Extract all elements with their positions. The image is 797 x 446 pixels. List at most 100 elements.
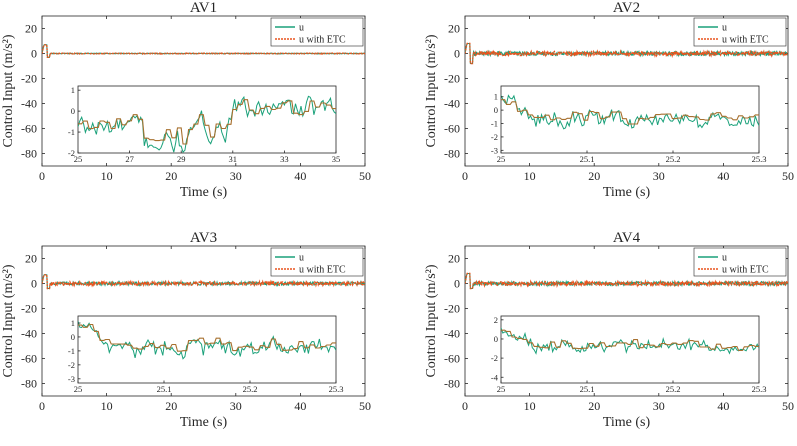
x-tick-label: 10 <box>101 399 113 413</box>
x-tick-label: 0 <box>39 169 45 183</box>
inset-y-tick-label: -2 <box>491 353 498 363</box>
inset-y-tick-label: 0 <box>494 105 498 115</box>
x-tick-label: 20 <box>165 399 177 413</box>
legend-label: u <box>722 253 727 264</box>
inset-frame <box>77 315 337 384</box>
legend-label: u with ETC <box>299 35 346 46</box>
x-axis-label: Time (s) <box>603 415 651 430</box>
plot-area-frame <box>464 245 789 397</box>
x-tick-label: 0 <box>462 169 468 183</box>
inset-x-tick-label: 25.1 <box>580 154 595 164</box>
y-tick-label: -60 <box>444 352 460 366</box>
inset-y-tick-label: -3 <box>68 374 75 384</box>
y-tick-label: 20 <box>448 22 460 36</box>
inset-y-tick-label: 1 <box>71 85 75 95</box>
y-tick-label: -80 <box>21 377 37 391</box>
legend-box <box>270 17 364 47</box>
legend: uu with ETC <box>693 247 787 277</box>
inset-x-tick-label: 25 <box>74 154 83 164</box>
inset-y-tick-label: 0 <box>71 106 75 116</box>
y-tick-label: -20 <box>444 72 460 86</box>
x-tick-label: 30 <box>230 399 242 413</box>
series-line-u-with-etc <box>42 274 365 290</box>
inset-y-tick-label: -4 <box>491 372 499 382</box>
series-line-u-with-etc <box>42 44 365 58</box>
inset-series-u <box>501 94 759 130</box>
chart-title: AV3 <box>190 230 217 246</box>
legend-label: u <box>299 23 304 34</box>
legend-box <box>693 247 787 277</box>
inset-x-tick-label: 25.3 <box>752 384 767 394</box>
inset-series-u-with-etc <box>501 99 759 125</box>
y-tick-label: -40 <box>444 97 460 111</box>
chart-title: AV2 <box>613 0 640 16</box>
inset-zoom: 25 25.1 25.2 25.3 1 0 -1 -2 -3 <box>68 315 343 394</box>
legend: uu with ETC <box>693 17 787 47</box>
legend-box <box>270 247 364 277</box>
y-tick-label: 0 <box>454 277 460 291</box>
series-line-u-with-etc <box>465 272 788 290</box>
x-tick-label: 50 <box>359 169 371 183</box>
x-tick-label: 20 <box>165 169 177 183</box>
x-tick-label: 40 <box>294 399 306 413</box>
inset-frame <box>500 85 760 154</box>
inset-x-tick-label: 33 <box>280 154 289 164</box>
x-tick-label: 0 <box>39 399 45 413</box>
y-tick-label: -40 <box>21 97 37 111</box>
y-tick-label: -20 <box>444 302 460 316</box>
legend-label: u with ETC <box>722 265 769 276</box>
inset-series-u <box>78 321 336 360</box>
inset-y-tick-label: -3 <box>491 145 498 155</box>
y-tick-label: 20 <box>25 22 37 36</box>
x-tick-label: 30 <box>653 399 665 413</box>
inset-series-u <box>501 327 759 355</box>
inset-y-tick-label: 2 <box>494 315 498 325</box>
inset-x-tick-label: 27 <box>125 154 134 164</box>
inset-zoom: 25 25.1 25.2 25.3 2 0 -2 -4 <box>491 315 767 394</box>
legend-label: u <box>722 23 727 34</box>
inset-y-tick-label: 0 <box>71 332 75 342</box>
chart-title: AV4 <box>613 230 641 246</box>
inset-y-tick-label: -1 <box>68 346 75 356</box>
inset-x-tick-label: 25.2 <box>243 384 258 394</box>
inset-x-tick-label: 31 <box>229 154 238 164</box>
inset-x-tick-label: 35 <box>332 154 341 164</box>
inset-series-u-with-etc <box>501 329 759 352</box>
inset-y-tick-label: -2 <box>491 132 498 142</box>
inset-y-tick-label: -1 <box>491 119 498 129</box>
x-axis-label: Time (s) <box>180 415 228 430</box>
y-tick-label: 20 <box>25 252 37 266</box>
y-tick-label: -20 <box>21 302 37 316</box>
y-axis-label: Control Input (m/s²) <box>424 264 439 377</box>
inset-x-tick-label: 25.1 <box>580 384 595 394</box>
x-tick-label: 50 <box>782 169 794 183</box>
inset-y-tick-label: -2 <box>68 148 75 158</box>
y-tick-label: -60 <box>21 352 37 366</box>
x-tick-label: 10 <box>101 169 113 183</box>
legend: uu with ETC <box>270 17 364 47</box>
x-axis-label: Time (s) <box>603 185 651 200</box>
y-axis-label: Control Input (m/s²) <box>1 264 16 377</box>
x-tick-label: 30 <box>653 169 665 183</box>
inset-series-u-with-etc <box>78 323 336 352</box>
x-tick-label: 40 <box>717 169 729 183</box>
y-tick-label: -80 <box>444 147 460 161</box>
legend: uu with ETC <box>270 247 364 277</box>
series-line-u <box>42 44 365 58</box>
y-tick-label: -40 <box>444 327 460 341</box>
y-axis-label: Control Input (m/s²) <box>424 34 439 147</box>
x-tick-label: 20 <box>588 169 600 183</box>
inset-x-tick-label: 25.1 <box>157 384 172 394</box>
inset-x-tick-label: 25.3 <box>752 154 767 164</box>
x-tick-label: 50 <box>359 399 371 413</box>
y-tick-label: 0 <box>31 277 37 291</box>
legend-box <box>693 17 787 47</box>
y-tick-label: -80 <box>21 147 37 161</box>
legend-label: u with ETC <box>299 265 346 276</box>
y-axis-label: Control Input (m/s²) <box>1 34 16 147</box>
inset-x-tick-label: 25 <box>74 384 83 394</box>
series-line-u-with-etc <box>465 42 788 65</box>
